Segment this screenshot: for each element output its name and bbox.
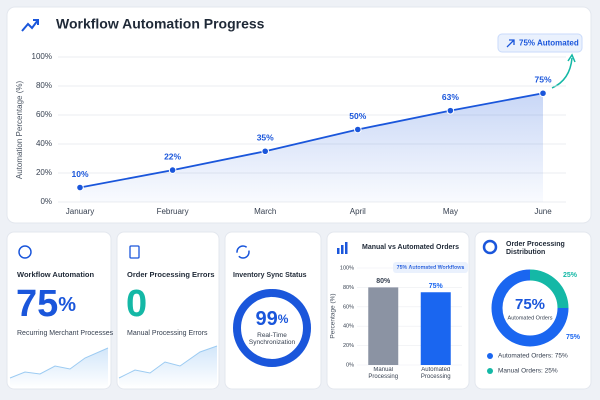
- data-label: 10%: [71, 169, 88, 179]
- legend-label: Manual Orders: 25%: [498, 368, 558, 375]
- y-tick-label: 20%: [343, 343, 354, 349]
- badge: [497, 33, 583, 53]
- chart-title: Workflow Automation Progress: [56, 16, 265, 32]
- data-label: 35%: [257, 133, 274, 143]
- donut-segment: [529, 269, 569, 309]
- bar: [420, 292, 451, 365]
- y-tick-label: 80%: [343, 285, 354, 291]
- kpi-card: [116, 231, 220, 390]
- sparkline: [119, 346, 217, 388]
- gear-icon: [18, 245, 32, 259]
- y-tick-label: 0%: [40, 197, 52, 206]
- bar: [368, 287, 399, 365]
- badge-icon: [506, 39, 515, 48]
- line: [79, 92, 544, 189]
- area: [80, 93, 543, 202]
- trend-icon: [21, 19, 39, 32]
- data-label: 75%: [566, 334, 581, 341]
- sync-icon: [236, 245, 250, 259]
- x-tick-label: April: [350, 207, 366, 216]
- x-tick-label: February: [157, 207, 189, 216]
- x-tick-label: January: [66, 207, 94, 216]
- badge: [393, 262, 468, 273]
- pie-icon: [482, 239, 498, 255]
- bar-icon: [337, 242, 348, 254]
- chart-title: Manual vs Automated Orders: [362, 244, 459, 251]
- data-label: 25%: [563, 272, 578, 279]
- doc-icon: [129, 245, 140, 259]
- data-label: 75%: [534, 75, 551, 85]
- y-tick-label: 80%: [36, 81, 52, 90]
- card-title: Order Processing Errors: [127, 270, 215, 279]
- card-caption: Recurring Merchant Processes: [17, 330, 114, 337]
- y-tick-label: 100%: [32, 52, 52, 61]
- donut-segment: [491, 269, 569, 347]
- gauge-unit: %: [278, 312, 289, 326]
- gauge-caption: Real-Time Synchronization: [248, 332, 296, 347]
- sparkline: [118, 345, 218, 379]
- badge-text: 75% Automated: [519, 39, 579, 48]
- center-label: Automated Orders: [508, 315, 553, 321]
- data-label: 75%: [429, 283, 444, 290]
- x-tick-label: May: [443, 207, 458, 216]
- kpi-value: 0: [126, 283, 147, 325]
- point: [261, 147, 270, 156]
- kpi-unit: %: [58, 294, 76, 316]
- y-tick-label: 40%: [36, 139, 52, 148]
- card-title: Workflow Automation: [17, 270, 94, 279]
- sparkline: [10, 348, 108, 388]
- point: [539, 89, 547, 98]
- x-tick-label: Automated Processing: [420, 367, 451, 380]
- y-tick-label: 60%: [36, 110, 52, 119]
- legend-dot: [487, 368, 493, 374]
- data-label: 22%: [164, 151, 181, 161]
- x-tick-label: Manual Processing: [368, 367, 399, 380]
- y-tick-label: 20%: [36, 168, 52, 177]
- point: [76, 183, 84, 192]
- gauge-value: 99%: [256, 308, 289, 330]
- x-tick-label: June: [534, 207, 552, 216]
- arrow-head: [567, 53, 576, 63]
- x-tick-label-box: Manual Processing: [368, 367, 399, 380]
- data-label: 63%: [442, 92, 459, 102]
- chart-title-box: Order Processing Distribution: [506, 241, 565, 257]
- gauge-number: 99: [256, 308, 278, 330]
- data-label: 80%: [376, 278, 391, 285]
- card-title: Inventory Sync Status: [233, 272, 307, 279]
- point: [354, 125, 362, 134]
- legend-dot: [487, 353, 493, 359]
- y-tick-label: 0%: [346, 362, 354, 368]
- x-tick-label-box: Automated Processing: [420, 367, 451, 380]
- kpi-number: 75: [16, 283, 58, 325]
- chart-title: Order Processing Distribution: [506, 241, 565, 257]
- y-tick-label: 40%: [343, 324, 354, 330]
- y-axis-label: Automation Percentage (%): [15, 81, 24, 180]
- point: [446, 106, 455, 115]
- kpi-value: 75%: [16, 283, 76, 325]
- kpi-card: [6, 231, 112, 390]
- y-tick-label: 60%: [343, 304, 354, 310]
- point: [168, 166, 177, 174]
- card-caption: Manual Processing Errors: [127, 330, 208, 337]
- sparkline: [9, 347, 109, 379]
- data-label: 50%: [349, 111, 366, 121]
- y-tick-label: 100%: [340, 265, 354, 271]
- gauge-caption-box: Real-Time Synchronization: [248, 332, 296, 347]
- arrow: [551, 57, 573, 89]
- legend-label: Automated Orders: 75%: [498, 353, 568, 360]
- y-axis-label: Percentage (%): [330, 293, 337, 338]
- gauge-arc: [233, 289, 311, 367]
- center-value: 75%: [515, 296, 545, 313]
- pie-card: [474, 231, 592, 390]
- x-tick-label: March: [254, 207, 276, 216]
